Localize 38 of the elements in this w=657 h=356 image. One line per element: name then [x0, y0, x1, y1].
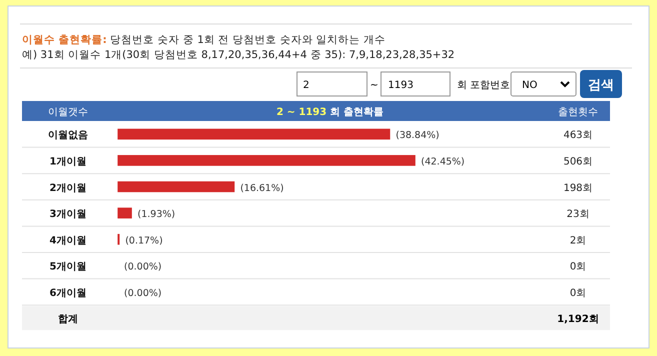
dropdown-field: NO: [510, 72, 576, 96]
chart-title: 이월수 출현확률: 당첨번호 숫자 중 1회 전 당첨번호 숫자와 일치하는 개수: [22, 34, 386, 46]
data-label: (38.84%): [396, 130, 440, 142]
data-label: (0.17%): [125, 235, 163, 246]
bar: [118, 181, 235, 192]
text: 463회: [563, 130, 593, 142]
text: 23회: [566, 209, 590, 220]
chart-subtitle: 예) 31회 이월수 1개(30회 당첨번호 8,17,20,35,36,44+4 중 35): 7,9,18,23,28,35+32: [22, 49, 455, 61]
bar: [118, 128, 390, 140]
text: 0회: [570, 262, 586, 273]
data-label: (0.00%): [124, 288, 162, 299]
y-tick-label: 이월없음: [48, 130, 88, 142]
start-input-field: 2: [296, 72, 368, 96]
y-axis-title: 이월갯수: [48, 107, 88, 118]
y-tick-label: 2개이월: [50, 182, 86, 194]
text: 0회: [570, 288, 586, 299]
text: 1,192회: [557, 314, 599, 326]
text: 2회: [570, 235, 586, 246]
y-tick-label: 3개이월: [50, 209, 86, 220]
data-label: (0.00%): [124, 262, 162, 273]
text: 회 포함번호: [457, 80, 510, 91]
data-label: (16.61%): [240, 182, 284, 194]
y-tick-label: 1개이월: [50, 156, 86, 168]
y-tick-label: 4개이월: [50, 235, 86, 246]
end-input-field: 1193: [380, 72, 450, 96]
y-tick-label: 5개이월: [50, 262, 86, 273]
x-axis-title: 2 ~ 1193 회 출현확률: [276, 107, 384, 118]
data-label: (1.93%): [138, 209, 176, 220]
text: 출현횟수: [558, 107, 598, 118]
text: 198회: [563, 182, 593, 194]
search-button: 검색: [580, 70, 622, 98]
y-tick-label: 6개이월: [50, 288, 86, 299]
bar: [118, 208, 132, 218]
text: ~: [370, 80, 378, 91]
text: 506회: [563, 156, 593, 168]
bar: [118, 155, 416, 166]
data-label: (42.45%): [421, 156, 465, 168]
text: 합계: [58, 314, 78, 326]
